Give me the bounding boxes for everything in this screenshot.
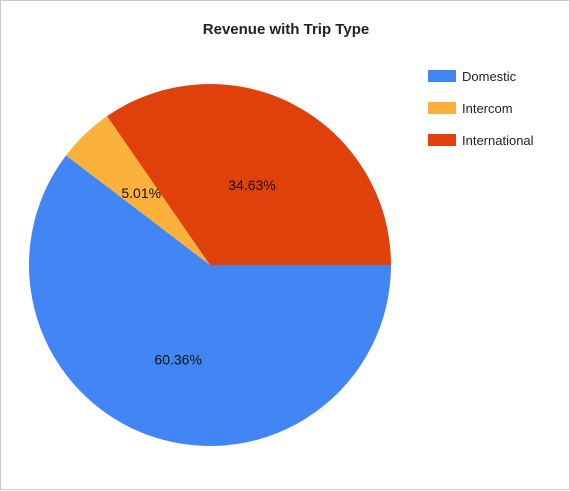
pie-slice-intercom — [66, 116, 210, 266]
pie-label-domestic: 60.36% — [154, 351, 201, 367]
legend-swatch-domestic — [428, 70, 456, 82]
legend-label-international: International — [462, 132, 534, 148]
legend-item-domestic: Domestic — [428, 68, 534, 84]
pie-label-intercom: 5.01% — [121, 185, 161, 201]
legend: Domestic Intercom International — [428, 68, 534, 164]
legend-item-intercom: Intercom — [428, 100, 534, 116]
pie-slice-international — [107, 83, 392, 265]
legend-label-domestic: Domestic — [462, 68, 517, 84]
legend-swatch-intercom — [428, 102, 456, 114]
legend-item-international: International — [428, 132, 534, 148]
pie-slice-domestic — [29, 155, 391, 446]
legend-label-intercom: Intercom — [462, 100, 513, 116]
pie-label-international: 34.63% — [228, 177, 275, 193]
legend-swatch-international — [428, 134, 456, 146]
chart-title: Revenue with Trip Type — [202, 21, 370, 38]
